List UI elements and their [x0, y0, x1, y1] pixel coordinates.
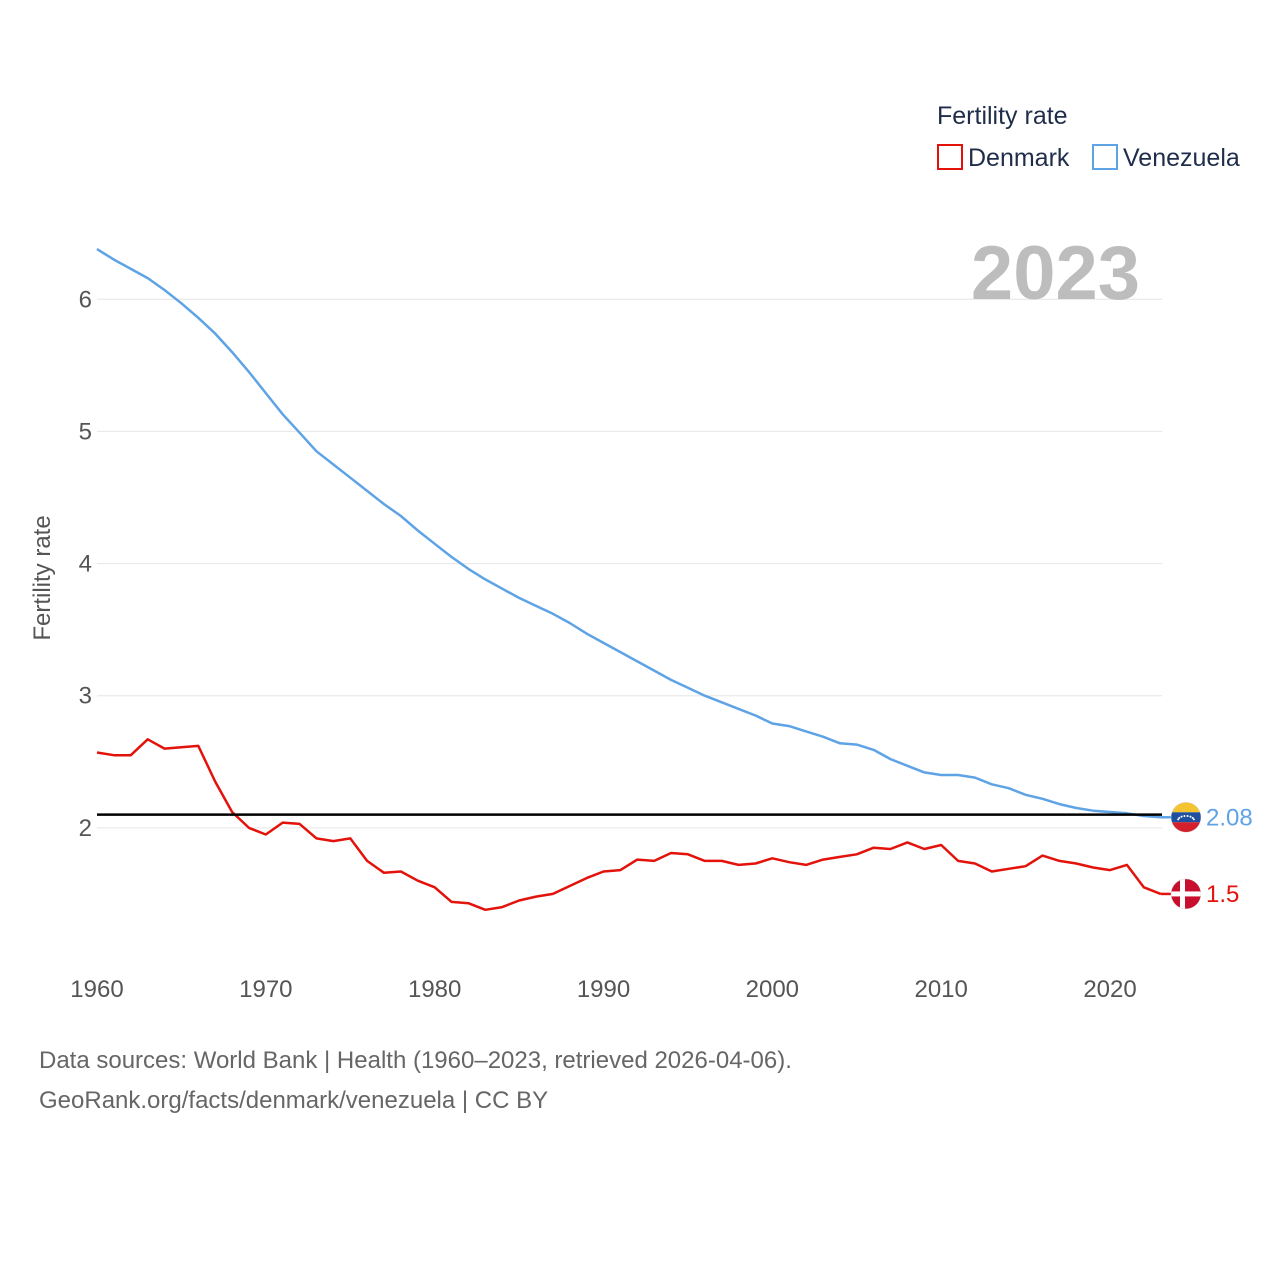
x-tick-label-1990: 1990 [577, 976, 630, 1003]
x-tick-label-1960: 1960 [70, 976, 123, 1003]
legend-swatch-venezuela [1092, 144, 1118, 170]
y-tick-label-5: 5 [79, 418, 92, 445]
legend-label-venezuela: Venezuela [1123, 144, 1240, 172]
end-markers: 1.5 2.08 [1160, 802, 1253, 910]
x-tick-label-2000: 2000 [746, 976, 799, 1003]
x-tick-label-2020: 2020 [1083, 976, 1136, 1003]
legend: Fertility rate Denmark Venezuela [937, 102, 1240, 172]
series-line-venezuela[interactable] [96, 248, 1161, 819]
legend-item-denmark[interactable]: Denmark [937, 144, 1070, 172]
gridlines [97, 298, 1162, 829]
y-axis-title: Fertility rate [29, 515, 56, 640]
series-layer [96, 248, 1162, 912]
series-line-denmark[interactable] [96, 738, 1162, 912]
y-tick-label-3: 3 [79, 683, 92, 710]
flag-denmark-icon [1170, 878, 1202, 910]
y-tick-label-6: 6 [79, 286, 92, 313]
y-axis-ticks: 2 3 4 5 6 [79, 286, 92, 842]
y-tick-label-2: 2 [79, 815, 92, 842]
end-value-label-venezuela: 2.08 [1206, 804, 1253, 831]
y-tick-label-4: 4 [79, 551, 92, 578]
flag-venezuela-icon [1170, 802, 1202, 833]
x-tick-label-2010: 2010 [914, 976, 967, 1003]
year-watermark: 2023 [971, 231, 1140, 316]
legend-item-venezuela[interactable]: Venezuela [1092, 144, 1240, 172]
x-tick-label-1970: 1970 [239, 976, 292, 1003]
end-value-label-denmark: 1.5 [1206, 881, 1239, 908]
x-axis-ticks: 1960 1970 1980 1990 2000 2010 2020 [70, 976, 1136, 1003]
legend-swatch-denmark [937, 144, 963, 170]
source-note: Data sources: World Bank | Health (1960–… [39, 1047, 792, 1114]
source-line-1: Data sources: World Bank | Health (1960–… [39, 1047, 792, 1074]
legend-title: Fertility rate [937, 102, 1068, 130]
x-tick-label-1980: 1980 [408, 976, 461, 1003]
legend-label-denmark: Denmark [968, 144, 1070, 172]
source-line-2[interactable]: GeoRank.org/facts/denmark/venezuela | CC… [39, 1087, 548, 1114]
